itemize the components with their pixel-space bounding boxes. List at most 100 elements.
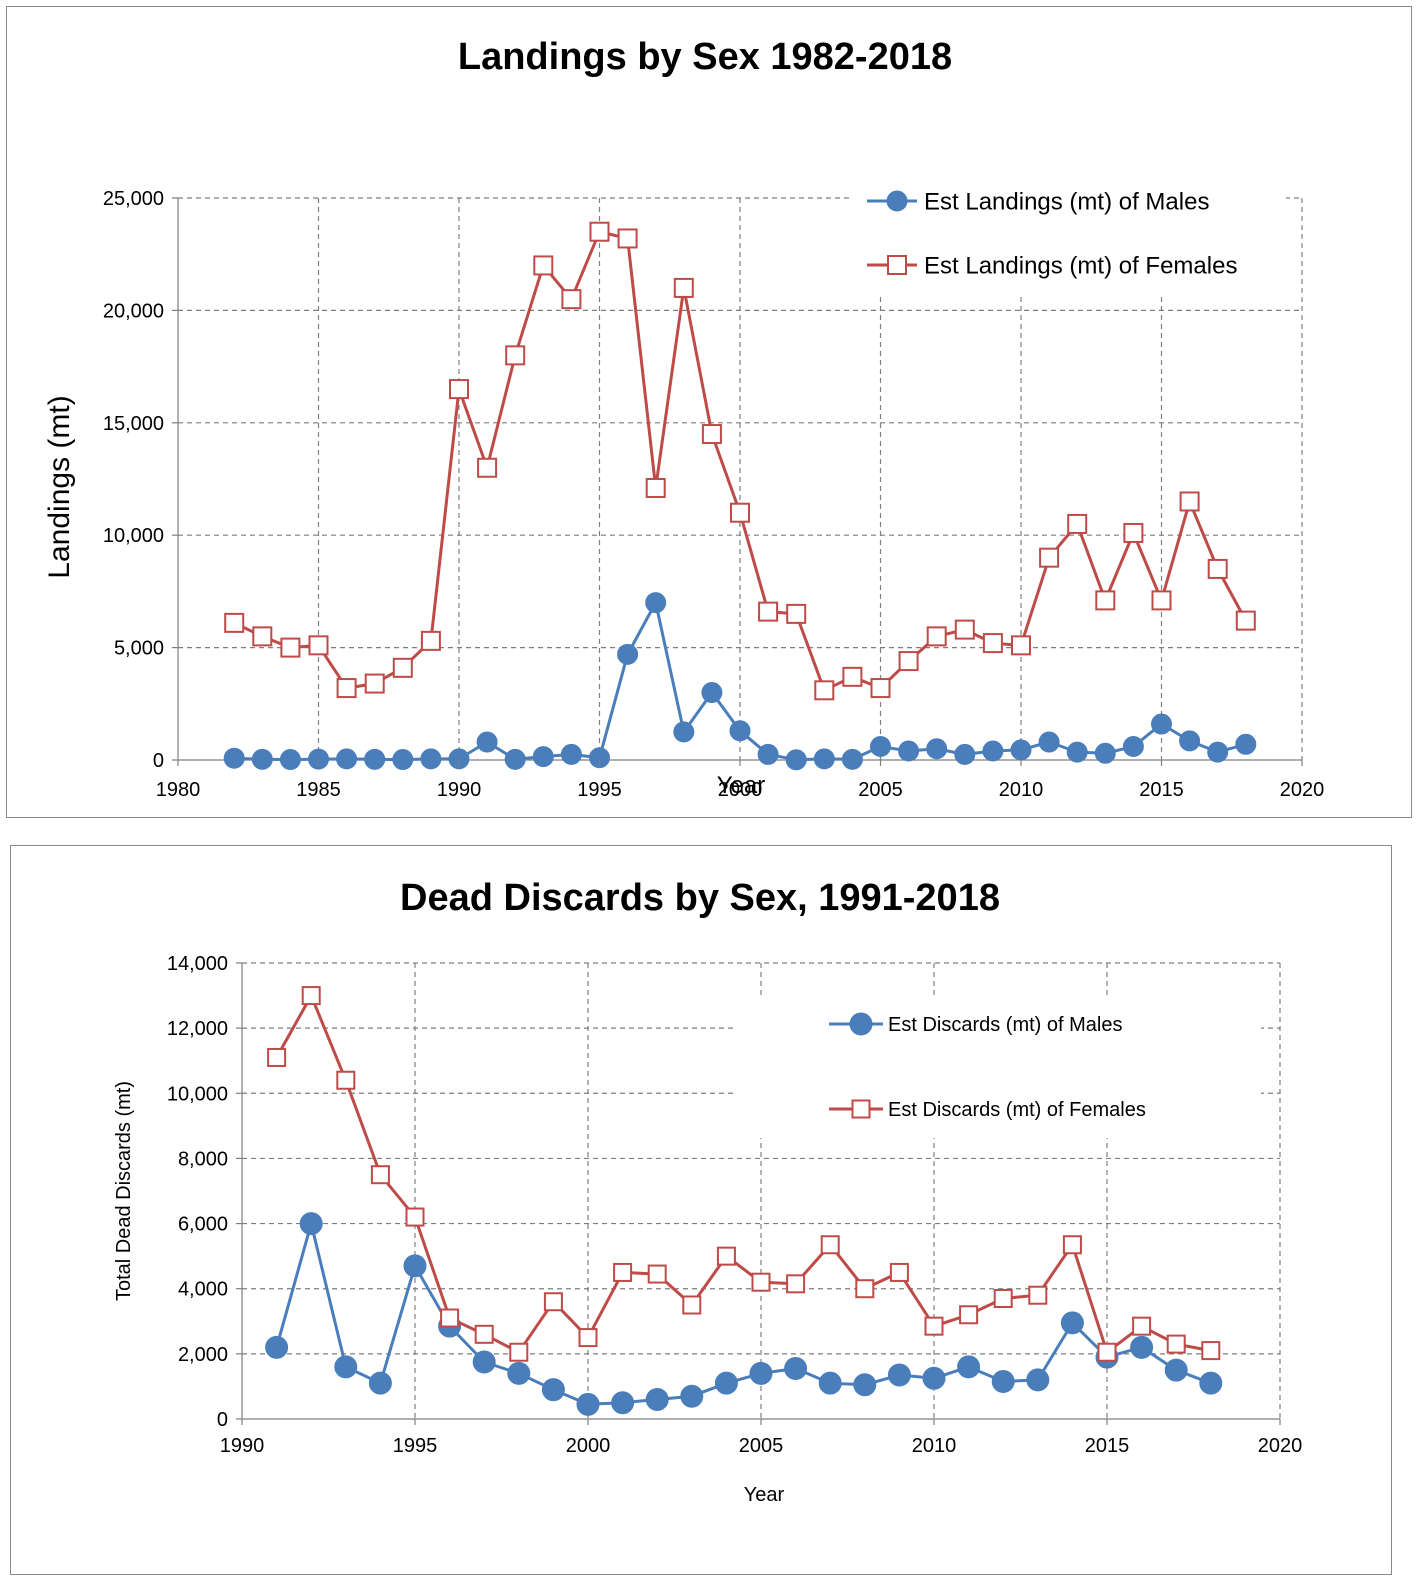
data-point	[561, 289, 582, 310]
legend-label: Est Discards (mt) of Males	[888, 1014, 1122, 1036]
data-point	[477, 457, 498, 478]
data-point	[420, 630, 441, 651]
chart-title: Landings by Sex 1982-2018	[458, 36, 952, 78]
data-point	[701, 424, 722, 445]
data-point	[368, 1371, 392, 1395]
y-tick-label: 20,000	[103, 300, 164, 322]
legend-label: Est Landings (mt) of Males	[924, 188, 1209, 215]
y-tick-label: 10,000	[167, 1083, 228, 1105]
data-point	[922, 1366, 946, 1390]
legend-background	[735, 996, 1261, 1138]
y-tick-label: 10,000	[103, 525, 164, 547]
data-point	[785, 749, 807, 771]
data-point	[1151, 590, 1172, 611]
data-point	[301, 986, 321, 1006]
y-tick-label: 8,000	[178, 1148, 228, 1170]
data-point	[251, 748, 273, 770]
y-tick-label: 15,000	[103, 413, 164, 435]
data-point	[682, 1295, 702, 1315]
x-tick-label: 2000	[566, 1435, 611, 1457]
data-point	[954, 619, 975, 640]
data-point	[472, 1350, 496, 1374]
data-point	[334, 1355, 358, 1379]
data-point	[299, 1212, 323, 1236]
series-0	[223, 592, 1257, 771]
data-point	[1095, 590, 1116, 611]
data-point	[1067, 513, 1088, 534]
data-point	[784, 1357, 808, 1381]
data-point	[1026, 1368, 1050, 1392]
y-tick-label: 12,000	[167, 1018, 228, 1040]
data-point	[1066, 741, 1088, 763]
chart-title: Dead Discards by Sex, 1991-2018	[400, 877, 1000, 919]
legend-background	[850, 175, 1286, 293]
x-tick-label: 1980	[156, 779, 201, 801]
x-tick-label: 2020	[1258, 1435, 1303, 1457]
data-point	[701, 682, 723, 704]
x-tick-label: 1990	[220, 1435, 265, 1457]
data-point	[647, 1264, 667, 1284]
data-point	[265, 1335, 289, 1359]
data-point	[589, 221, 610, 242]
data-point	[509, 1342, 529, 1362]
y-tick-label: 14,000	[167, 953, 228, 975]
x-tick-label: 1990	[437, 779, 482, 801]
data-point	[813, 748, 835, 770]
data-point	[853, 1373, 877, 1397]
data-point	[855, 1279, 875, 1299]
data-point	[1097, 1342, 1117, 1362]
data-point	[279, 749, 301, 771]
data-point	[532, 746, 554, 768]
legend-entry: Est Landings (mt) of Females	[867, 252, 1237, 279]
data-point	[730, 502, 750, 523]
x-tick-label: 1985	[296, 779, 341, 801]
data-point	[474, 1324, 494, 1344]
data-point	[1235, 733, 1257, 755]
data-point	[308, 635, 329, 656]
data-point	[280, 637, 301, 658]
data-point	[267, 1047, 287, 1067]
data-point	[1151, 713, 1172, 735]
data-point	[1060, 1311, 1084, 1335]
data-point	[1028, 1285, 1048, 1305]
legend-marker	[849, 1012, 873, 1036]
data-point	[1062, 1235, 1082, 1255]
x-tick-label: 2010	[999, 779, 1044, 801]
data-point	[959, 1305, 979, 1325]
data-point	[392, 657, 413, 678]
data-point	[420, 748, 442, 770]
x-tick-label: 2005	[739, 1435, 784, 1457]
data-point	[576, 1392, 600, 1416]
data-point	[613, 1262, 633, 1282]
data-point	[820, 1235, 840, 1255]
x-tick-label: 1995	[577, 779, 622, 801]
x-axis-label: Year	[744, 1484, 785, 1506]
data-point	[392, 749, 414, 771]
data-point	[1132, 1316, 1152, 1336]
x-tick-label: 2020	[1280, 779, 1325, 801]
data-point	[589, 747, 610, 769]
legend-marker	[887, 255, 907, 275]
data-point	[1122, 736, 1144, 758]
legend-entry: Est Discards (mt) of Females	[829, 1099, 1146, 1121]
x-tick-label: 2015	[1139, 779, 1184, 801]
data-point	[507, 1361, 531, 1385]
data-point	[1235, 610, 1256, 631]
x-tick-label: 2015	[1085, 1435, 1130, 1457]
data-point	[1199, 1371, 1223, 1395]
data-point	[716, 1246, 736, 1266]
data-point	[982, 633, 1003, 654]
data-point	[336, 678, 357, 699]
data-point	[1038, 731, 1060, 753]
data-point	[364, 748, 386, 770]
data-point	[440, 1308, 460, 1328]
data-point	[645, 477, 666, 498]
data-point	[403, 1254, 427, 1278]
data-point	[889, 1262, 909, 1282]
series-line	[275, 994, 1212, 1354]
data-point	[448, 748, 470, 770]
data-point	[924, 1316, 944, 1336]
data-point	[1207, 741, 1229, 763]
data-point	[560, 743, 582, 765]
series-line	[275, 1222, 1212, 1406]
